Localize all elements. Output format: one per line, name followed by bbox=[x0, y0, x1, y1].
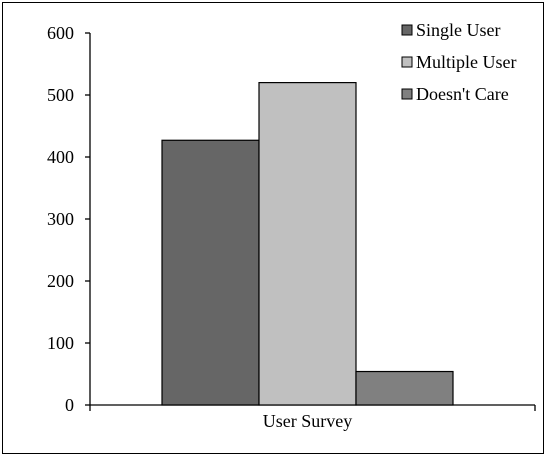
y-tick-label: 100 bbox=[47, 333, 74, 353]
legend-swatch bbox=[401, 88, 413, 100]
legend-swatch bbox=[401, 56, 413, 68]
bar-multiple-user bbox=[258, 81, 357, 406]
legend-label: Doesn't Care bbox=[416, 84, 509, 104]
y-tick-label: 600 bbox=[47, 23, 74, 43]
x-category-label: User Survey bbox=[263, 411, 352, 431]
legend-label: Multiple User bbox=[416, 52, 517, 72]
y-tick-label: 400 bbox=[47, 147, 74, 167]
y-tick-label: 300 bbox=[47, 209, 74, 229]
y-tick-label: 0 bbox=[65, 395, 74, 415]
bar-doesn-t-care bbox=[355, 370, 454, 406]
legend-label: Single User bbox=[416, 20, 501, 40]
y-tick-label: 200 bbox=[47, 271, 74, 291]
y-tick-label: 500 bbox=[47, 85, 74, 105]
legend-swatch bbox=[401, 24, 413, 36]
bar-single-user bbox=[161, 139, 260, 406]
